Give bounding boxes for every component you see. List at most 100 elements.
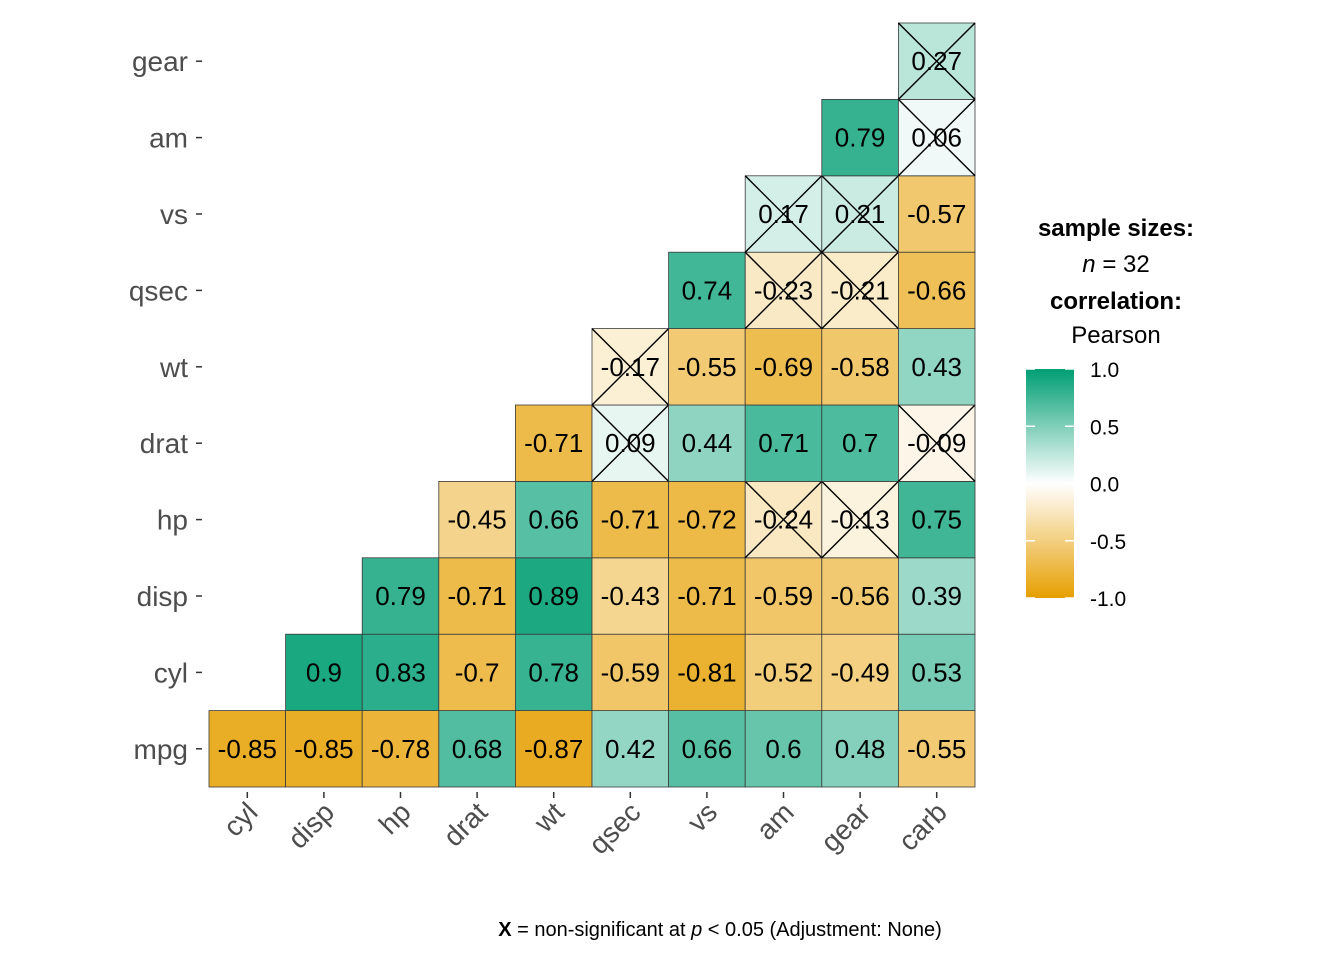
cell-tile — [361, 633, 440, 712]
cell-label: -0.7 — [455, 657, 500, 687]
cell-mpg-qsec: 0.42 — [591, 710, 669, 788]
cell-tile — [668, 404, 746, 482]
cell-tile — [361, 557, 440, 635]
y-tick-label-am: am — [149, 123, 188, 154]
cell-tile — [515, 404, 593, 482]
x-tick-label-vs: vs — [681, 796, 723, 838]
legend: sample sizes: n = 32 correlation: Pearso… — [1026, 215, 1194, 611]
cell-wt-am: -0.69 — [744, 328, 823, 406]
nonsig-cross-line — [897, 22, 976, 100]
cell-vs-gear: 0.21 — [821, 175, 899, 253]
cell-label: 0.79 — [375, 581, 426, 611]
cell-tile — [591, 633, 669, 712]
cell-vs-carb: -0.57 — [898, 175, 976, 253]
cell-tile — [438, 633, 516, 712]
cell-tile — [898, 710, 976, 788]
cell-label: -0.71 — [524, 428, 583, 458]
cell-disp-carb: 0.39 — [898, 557, 976, 635]
nonsig-cross-line — [591, 404, 670, 482]
cell-mpg-cyl: -0.85 — [208, 710, 286, 788]
cell-tile — [438, 557, 516, 635]
y-tick-label-wt: wt — [159, 352, 188, 383]
cell-mpg-disp: -0.85 — [285, 710, 363, 788]
y-tick-label-cyl: cyl — [154, 657, 188, 688]
cell-tile — [821, 710, 899, 788]
cell-label: 0.75 — [911, 505, 962, 535]
cell-wt-vs: -0.55 — [668, 328, 746, 406]
cell-qsec-am: -0.23 — [744, 251, 823, 330]
cell-label: -0.43 — [601, 581, 660, 611]
cell-label: -0.55 — [907, 734, 966, 764]
cell-am-carb: 0.06 — [897, 98, 976, 177]
cell-mpg-am: 0.6 — [744, 710, 823, 788]
cell-label: 0.83 — [375, 657, 426, 687]
cell-hp-gear: -0.13 — [821, 480, 899, 559]
cell-label: -0.78 — [371, 734, 430, 764]
cell-drat-am: 0.71 — [744, 404, 823, 482]
y-tick-label-vs: vs — [160, 199, 188, 230]
cell-tile — [898, 328, 976, 406]
cell-label: 0.9 — [306, 657, 342, 687]
cell-label: -0.52 — [754, 657, 813, 687]
cell-label: 0.66 — [528, 505, 579, 535]
legend-tick-label: -1.0 — [1090, 588, 1126, 611]
cell-hp-qsec: -0.71 — [591, 480, 669, 559]
cell-tile — [515, 710, 593, 788]
cell-label: 0.48 — [835, 734, 886, 764]
y-tick-label-mpg: mpg — [134, 734, 188, 765]
cell-disp-gear: -0.56 — [821, 557, 899, 635]
cell-vs-am: 0.17 — [744, 175, 823, 253]
cell-cyl-vs: -0.81 — [668, 633, 746, 712]
caption-part1: = non-significant at — [512, 919, 692, 941]
cell-tile — [744, 404, 823, 482]
nonsig-cross-line — [897, 98, 976, 177]
cell-cyl-qsec: -0.59 — [591, 633, 669, 712]
cell-tile — [898, 557, 976, 635]
cell-cyl-am: -0.52 — [744, 633, 823, 712]
x-tick-label-disp: disp — [282, 796, 340, 854]
x-axis: cyl disp hp drat wt qsec vs am gear carb — [217, 792, 953, 860]
cell-tile — [591, 557, 669, 635]
cell-hp-drat: -0.45 — [438, 480, 516, 559]
legend-tick-label: 1.0 — [1090, 359, 1119, 382]
cell-mpg-vs: 0.66 — [668, 710, 746, 788]
legend-title-correlation: correlation: — [1050, 288, 1182, 315]
legend-tick-label: -0.5 — [1090, 531, 1126, 554]
cell-drat-carb: -0.09 — [897, 404, 976, 482]
y-tick-label-disp: disp — [137, 581, 188, 612]
x-tick-label-carb: carb — [893, 796, 953, 856]
cell-label: 0.68 — [452, 734, 503, 764]
cell-label: 0.39 — [911, 581, 962, 611]
y-tick-label-gear: gear — [132, 46, 188, 77]
y-axis: mpg cyl disp hp drat wt qsec vs am gear — [129, 46, 202, 765]
cell-mpg-wt: -0.87 — [515, 710, 593, 788]
legend-ticks: 1.0 0.5 0.0 -0.5 -1.0 — [1026, 359, 1126, 611]
cell-tile — [744, 633, 823, 712]
cell-wt-qsec: -0.17 — [591, 328, 670, 406]
legend-title-method: Pearson — [1071, 322, 1160, 349]
cell-label: -0.87 — [524, 734, 583, 764]
cell-mpg-gear: 0.48 — [821, 710, 899, 788]
cell-tile — [668, 633, 746, 712]
x-tick-label-am: am — [750, 796, 799, 845]
cell-disp-vs: -0.71 — [668, 557, 746, 635]
cell-label: 0.89 — [528, 581, 579, 611]
cell-hp-carb: 0.75 — [898, 480, 976, 559]
cell-disp-wt: 0.89 — [515, 557, 593, 635]
cell-label: 0.6 — [765, 734, 801, 764]
nonsig-cross-line — [897, 404, 976, 482]
cell-tile — [821, 404, 899, 482]
cell-gear-carb: 0.27 — [897, 22, 976, 100]
cell-label: 0.74 — [682, 275, 733, 305]
cell-tile — [821, 99, 899, 177]
cell-am-gear: 0.79 — [821, 99, 899, 177]
cell-drat-wt: -0.71 — [515, 404, 593, 482]
cell-cyl-disp: 0.9 — [285, 633, 363, 712]
x-tick-label-cyl: cyl — [217, 796, 263, 842]
cell-tile — [898, 633, 976, 712]
cell-hp-am: -0.24 — [744, 480, 823, 559]
y-tick-label-hp: hp — [157, 505, 188, 536]
cell-label: -0.85 — [294, 734, 353, 764]
cell-tile — [898, 480, 976, 559]
